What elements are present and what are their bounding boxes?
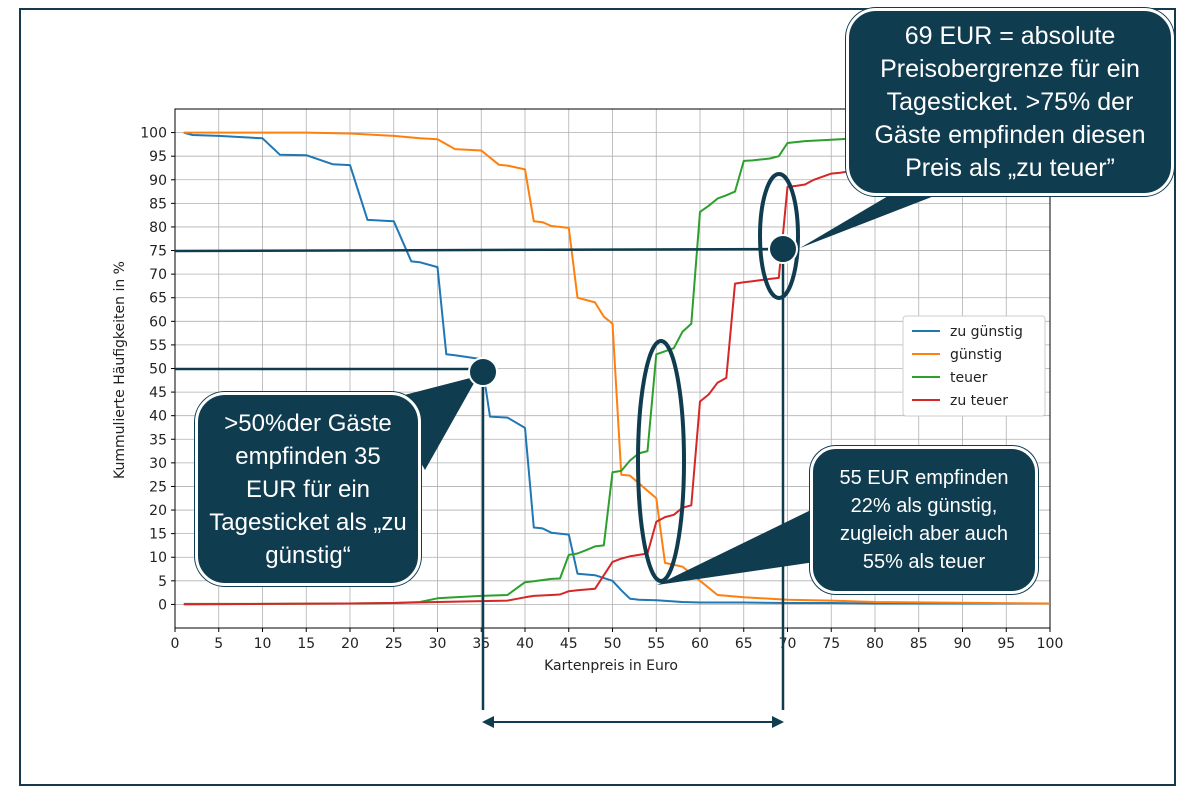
y-tick-label: 50 [149, 362, 167, 378]
x-tick-label: 10 [254, 636, 272, 652]
y-tick-label: 20 [149, 503, 167, 519]
series-line-guenstig [183, 131, 1051, 605]
x-tick-label: 55 [647, 636, 665, 652]
marker-35-eur [468, 357, 498, 387]
y-tick-label: 70 [149, 267, 167, 283]
y-tick-label: 60 [149, 314, 167, 330]
marker-69-eur [768, 234, 798, 264]
x-tick-label: 80 [866, 636, 884, 652]
y-tick-label: 90 [149, 173, 167, 189]
right-bubble-tail [657, 508, 815, 585]
x-tick-label: 15 [297, 636, 315, 652]
annotation-text-price-ceiling: 69 EUR = absolute Preisobergrenze für ei… [874, 21, 1146, 182]
series-line-teuer [183, 131, 1051, 605]
highlight-ellipse-69 [758, 172, 800, 300]
x-axis-title: Kartenpreis in Euro [544, 658, 678, 674]
y-tick-label: 65 [149, 291, 167, 307]
y-tick-label: 40 [149, 409, 167, 425]
legend-label-guenstig: günstig [950, 347, 1002, 363]
annotation-text-55-eur: 55 EUR empfinden 22% als günstig, zuglei… [839, 467, 1009, 573]
y-tick-label: 95 [149, 149, 167, 165]
y-tick-label: 10 [149, 550, 167, 566]
y-tick-label: 85 [149, 196, 167, 212]
x-tick-label: 85 [910, 636, 928, 652]
x-tick-label: 90 [954, 636, 972, 652]
series-line-zu-guenstig [183, 131, 1050, 605]
x-tick-label: 25 [385, 636, 403, 652]
x-tick-label: 75 [822, 636, 840, 652]
x-tick-label: 0 [171, 636, 180, 652]
legend-label-teuer: teuer [950, 370, 988, 386]
range-arrow-right-head [772, 716, 784, 728]
annotation-bubble-55-eur: 55 EUR empfinden 22% als günstig, zuglei… [810, 446, 1038, 594]
annotation-bubble-price-ceiling: 69 EUR = absolute Preisobergrenze für ei… [846, 8, 1174, 196]
legend: zu günstig günstig teuer zu teuer [902, 315, 1046, 417]
x-tick-label: 35 [472, 636, 490, 652]
y-tick-label: 0 [158, 597, 167, 613]
x-tick-label: 50 [604, 636, 622, 652]
range-arrow-left-head [482, 716, 494, 728]
y-tick-label: 30 [149, 456, 167, 472]
y-tick-label: 5 [158, 574, 167, 590]
x-tick-label: 5 [214, 636, 223, 652]
x-tick-label: 65 [735, 636, 753, 652]
highlight-ellipse-55 [636, 339, 686, 583]
legend-label-zu-guenstig: zu günstig [950, 324, 1023, 340]
annotation-bubble-too-cheap: >50%der Gäste empfinden 35 EUR für ein T… [195, 392, 421, 586]
y-tick-label: 25 [149, 479, 167, 495]
x-tick-label: 20 [341, 636, 359, 652]
reference-line-75 [174, 247, 784, 253]
y-tick-label: 55 [149, 338, 167, 354]
series-line-zu-teuer [183, 164, 1051, 606]
y-axis-title: Kummulierte Häufigkeiten in % [112, 261, 128, 479]
x-tick-label: 100 [1037, 636, 1064, 652]
y-tick-label: 75 [149, 244, 167, 260]
y-tick-label: 35 [149, 432, 167, 448]
legend-box [902, 315, 1046, 417]
legend-label-zu-teuer: zu teuer [950, 393, 1008, 409]
x-tick-label: 45 [560, 636, 578, 652]
annotation-text-too-cheap: >50%der Gäste empfinden 35 EUR für ein T… [209, 409, 407, 569]
x-tick-label: 70 [779, 636, 797, 652]
y-tick-label: 45 [149, 385, 167, 401]
x-tick-label: 40 [516, 636, 534, 652]
y-tick-label: 15 [149, 527, 167, 543]
axis-ticks: 0 5 10 15 20 25 30 35 40 45 50 55 60 65 70 75 80 85 90 95 10… [140, 126, 1063, 652]
y-tick-label: 80 [149, 220, 167, 236]
x-tick-label: 60 [691, 636, 709, 652]
x-tick-label: 30 [429, 636, 447, 652]
x-tick-label: 95 [997, 636, 1015, 652]
data-series [183, 131, 1051, 606]
y-tick-label: 100 [140, 126, 167, 142]
top-bubble-tail [800, 186, 960, 248]
